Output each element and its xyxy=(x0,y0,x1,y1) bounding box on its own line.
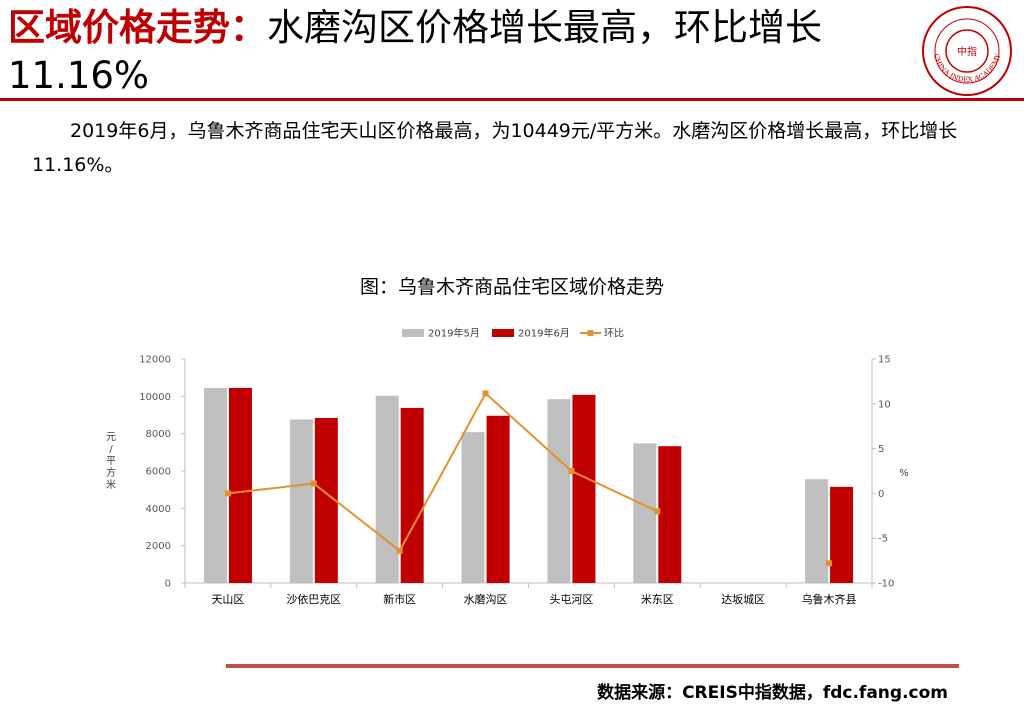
data-source: 数据来源：CREIS中指数据，fdc.fang.com xyxy=(597,683,948,703)
y-axis-label-char: / xyxy=(109,444,113,455)
x-tick-label: 达坂城区 xyxy=(721,593,765,606)
y-tick-label: 4000 xyxy=(146,504,171,515)
y-tick-label: 6000 xyxy=(146,467,171,478)
bar-june xyxy=(314,417,338,583)
y-axis-label-char: 元 xyxy=(106,432,116,443)
y-axis-label-char: 方 xyxy=(106,466,116,479)
svg-text:中指: 中指 xyxy=(957,45,977,58)
y-tick-label: 12000 xyxy=(139,355,171,366)
china-index-academy-logo: CHINA INDEX ACADEMY 中指 xyxy=(922,6,1012,96)
title-highlight: 区域价格走势： xyxy=(8,6,267,49)
bar-may xyxy=(203,387,227,583)
bar-may xyxy=(633,443,657,583)
bar-may xyxy=(805,479,829,583)
y2-tick-label: 0 xyxy=(878,489,884,500)
mom-marker xyxy=(482,390,489,397)
chart-title: 图：乌鲁木齐商品住宅区域价格走势 xyxy=(359,276,664,298)
y-tick-label: 8000 xyxy=(146,429,171,440)
legend-marker-mom xyxy=(587,330,594,336)
x-tick-label: 水磨沟区 xyxy=(464,593,508,606)
title-rule xyxy=(0,98,1024,101)
bar-may xyxy=(547,399,571,583)
legend-label-mom: 环比 xyxy=(604,328,624,340)
bar-june xyxy=(228,387,252,583)
mom-marker xyxy=(654,508,661,515)
summary-paragraph: 2019年6月，乌鲁木齐商品住宅天山区价格最高，为10449元/平方米。水磨沟区… xyxy=(32,120,958,176)
bar-may xyxy=(375,395,399,583)
bar-june xyxy=(830,486,854,583)
x-tick-label: 米东区 xyxy=(641,593,674,606)
x-tick-label: 乌鲁木齐县 xyxy=(802,592,857,606)
bar-june xyxy=(486,415,510,583)
x-tick-label: 新市区 xyxy=(383,592,416,606)
y2-tick-label: 15 xyxy=(878,355,891,366)
mom-marker xyxy=(826,560,833,567)
bar-june xyxy=(400,407,424,583)
y-axis-label-char: 平 xyxy=(106,456,116,467)
title-rest: 水磨沟区价格增长最高，环比增长11.16% xyxy=(8,6,822,97)
bar-june xyxy=(658,446,682,583)
y-tick-label: 2000 xyxy=(146,541,171,552)
legend-swatch-june xyxy=(492,329,514,337)
y-tick-label: 0 xyxy=(165,579,171,590)
legend-label-june: 2019年6月 xyxy=(518,327,570,340)
mom-marker xyxy=(396,547,403,554)
mom-line xyxy=(227,391,658,553)
y2-axis-label: % xyxy=(899,468,909,479)
bar-may xyxy=(289,419,313,583)
y2-tick-label: 10 xyxy=(878,399,891,410)
footer-rule xyxy=(226,664,959,668)
mom-marker xyxy=(224,490,231,497)
y-axis-label-char: 米 xyxy=(106,478,116,491)
bar-may xyxy=(461,432,485,583)
mom-marker xyxy=(310,480,317,487)
x-tick-label: 沙依巴克区 xyxy=(286,593,341,606)
legend-label-may: 2019年5月 xyxy=(428,327,480,340)
y2-tick-label: -10 xyxy=(878,579,894,590)
page-title: 区域价格走势：水磨沟区价格增长最高，环比增长11.16% xyxy=(8,4,908,100)
x-tick-label: 天山区 xyxy=(211,593,244,606)
bar-june xyxy=(572,394,596,583)
y2-tick-label: 5 xyxy=(878,444,884,455)
y-tick-label: 10000 xyxy=(139,392,171,403)
mom-marker xyxy=(568,468,575,474)
legend-swatch-may xyxy=(402,329,424,337)
y2-tick-label: -5 xyxy=(878,534,888,545)
x-tick-label: 头屯河区 xyxy=(549,593,593,606)
